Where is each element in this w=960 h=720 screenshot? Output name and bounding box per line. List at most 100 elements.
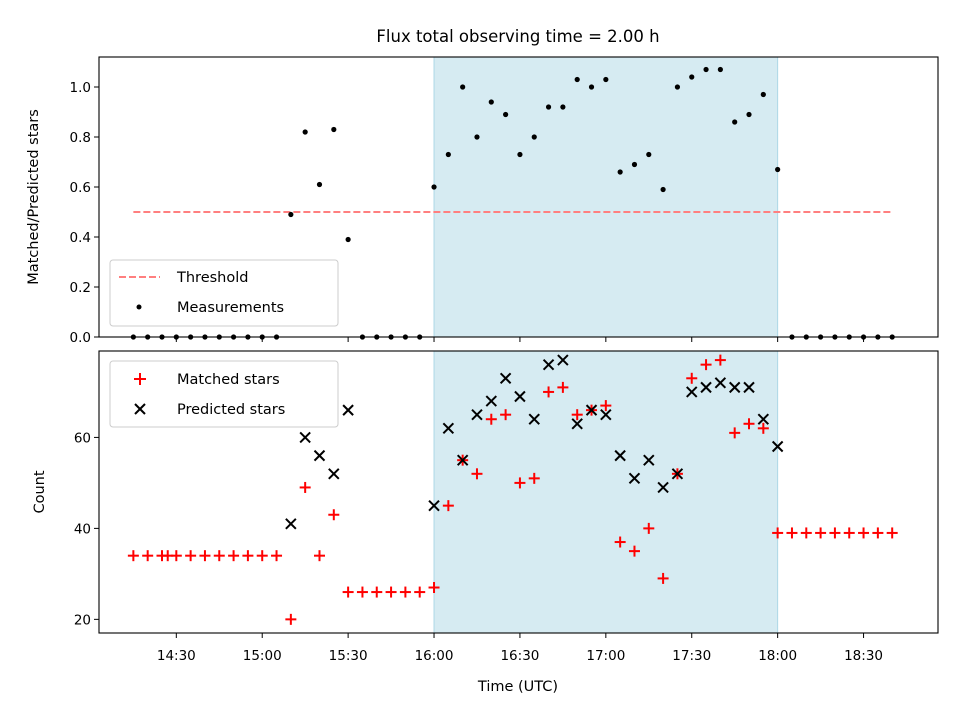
matched-star-point: [772, 527, 784, 539]
threshold-legend-label: Threshold: [176, 270, 248, 286]
measurement-point: [460, 84, 466, 90]
measurement-point: [775, 166, 781, 173]
matched-star-point: [185, 550, 197, 562]
top-plot-frame: [98, 56, 939, 338]
bottom-plot: 20 40 60 14:30 15:00 15:30 16:00 16:30 17:00 17:…: [32, 350, 939, 695]
measurement-point: [732, 119, 738, 125]
matched-star-point: [757, 422, 769, 434]
x-tick-label: 17:00: [586, 648, 625, 664]
predicted-star-point: [485, 395, 498, 407]
predicted-legend-swatch: [134, 403, 146, 415]
matched-star-point: [242, 550, 254, 562]
predicted-star-point: [342, 404, 354, 416]
matched-star-point: [471, 468, 483, 480]
measurement-point: [617, 169, 623, 175]
measurement-point: [288, 211, 294, 218]
matched-legend-label: Matched stars: [177, 372, 280, 388]
matched-legend-swatch: [134, 373, 146, 385]
measurement-point: [689, 74, 695, 80]
predicted-star-point: [528, 413, 540, 425]
measurement-point: [545, 104, 552, 110]
x-tick-label: 18:30: [844, 648, 883, 664]
matched-star-point: [886, 527, 898, 539]
x-tick-label: 17:30: [672, 648, 711, 664]
predicted-star-point: [442, 422, 455, 435]
y-tick-label: 0.0: [70, 330, 91, 346]
matched-star-point: [729, 427, 741, 439]
predicted-star-point: [428, 499, 440, 512]
matched-star-point: [514, 477, 526, 489]
observing-window-shade: [434, 57, 778, 337]
predicted-star-point: [557, 354, 569, 366]
x-tick-label: 16:30: [500, 648, 539, 664]
matched-star-point: [500, 409, 512, 421]
y-tick-label: 0.6: [70, 180, 91, 196]
matched-star-point: [714, 354, 726, 366]
matched-star-point: [614, 536, 626, 548]
y-tick-label: 0.8: [70, 130, 91, 146]
predicted-star-point: [313, 449, 326, 462]
matched-star-point: [528, 472, 540, 484]
measurement-point: [560, 104, 566, 110]
y-tick-label: 40: [74, 521, 91, 537]
predicted-star-point: [471, 408, 483, 421]
predicted-star-point: [686, 386, 698, 398]
y-tick-label: 1.0: [70, 80, 91, 96]
predicted-star-point: [757, 413, 770, 425]
predicted-star-point: [614, 449, 626, 462]
predicted-star-point: [514, 390, 526, 403]
predicted-star-point: [585, 404, 598, 416]
predicted-star-point: [728, 381, 741, 394]
measurement-point: [474, 134, 480, 140]
predicted-star-point: [542, 358, 555, 371]
predicted-star-point: [628, 472, 641, 485]
predicted-legend-label: Predicted stars: [177, 402, 285, 418]
y-tick-label: 60: [74, 430, 91, 446]
matched-star-point: [872, 527, 884, 539]
x-tick-label: 15:00: [243, 648, 282, 664]
matched-star-point: [485, 413, 497, 425]
matched-star-point: [428, 582, 440, 594]
matched-star-point: [328, 509, 340, 521]
matched-star-point: [600, 400, 612, 412]
measurement-point: [574, 76, 580, 83]
x-tick-label: 14:30: [157, 648, 196, 664]
measurement-point: [302, 129, 308, 135]
top-legend-box: [109, 259, 339, 327]
measurement-point: [588, 84, 595, 90]
y-tick-label: 0.4: [70, 230, 91, 246]
matched-star-point: [385, 586, 397, 598]
y-tick-label: 20: [74, 612, 91, 628]
top-legend: Threshold Measurements: [109, 259, 339, 327]
measurement-point: [760, 91, 766, 98]
predicted-star-point: [643, 454, 655, 466]
matched-star-point: [829, 527, 841, 539]
matched-star-point: [686, 372, 698, 384]
predicted-star-point: [571, 418, 583, 430]
predicted-star-point: [657, 481, 669, 494]
matched-star-point: [843, 527, 855, 539]
matched-star-point: [228, 550, 240, 562]
measurement-point: [603, 76, 609, 83]
matched-star-point: [342, 586, 354, 598]
matched-star-point: [414, 586, 426, 598]
matched-star-point: [271, 550, 283, 562]
y-tick-label: 0.2: [70, 280, 91, 296]
matched-star-point: [199, 550, 211, 562]
top-plot: 0.0 0.2 0.4 0.6 0.8 1.0 Matched/Predicted sta…: [26, 56, 939, 346]
predicted-star-point: [671, 468, 684, 480]
matched-star-point: [313, 550, 325, 562]
predicted-star-point: [700, 381, 712, 394]
predicted-star-point: [714, 377, 727, 389]
matched-star-point: [743, 418, 755, 430]
matched-star-point: [571, 409, 583, 421]
measurement-point: [674, 84, 681, 90]
x-tick-label: 15:30: [329, 648, 368, 664]
bottom-legend: Matched stars Predicted stars: [109, 360, 339, 428]
measurement-point: [517, 151, 523, 158]
matched-star-point: [142, 550, 154, 562]
x-axis-label: Time (UTC): [477, 679, 558, 695]
x-tick-label: 16:00: [415, 648, 454, 664]
matched-star-point: [543, 386, 555, 398]
